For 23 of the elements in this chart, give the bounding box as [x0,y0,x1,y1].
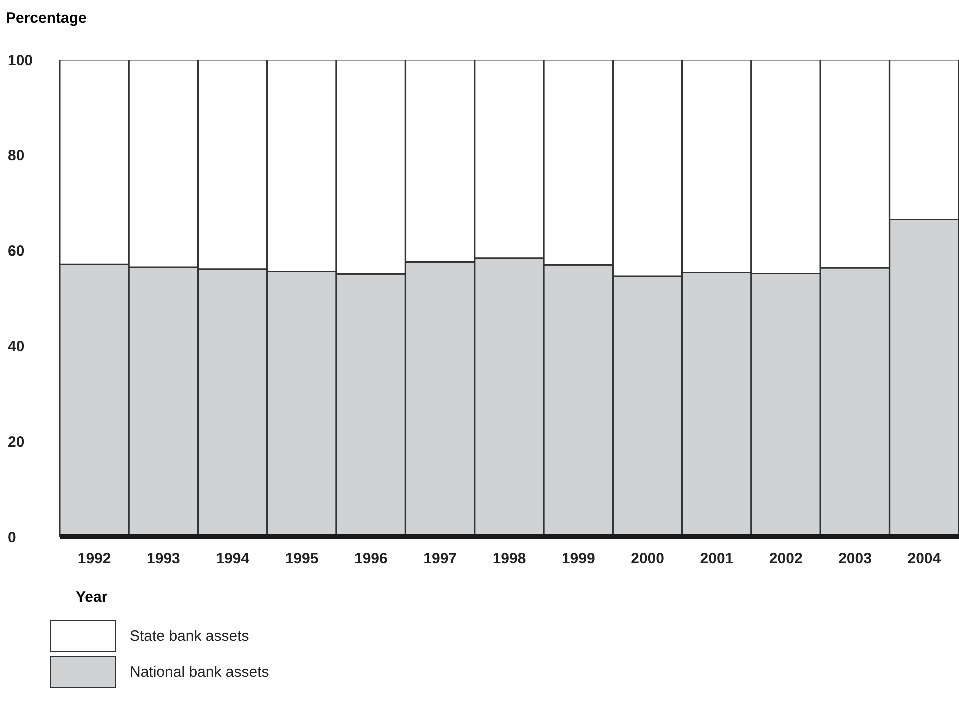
x-tick-label: 2004 [908,550,942,568]
x-tick-label: 2001 [700,550,734,568]
legend-label: State bank assets [130,628,250,644]
y-tick-label: 40 [8,338,25,356]
x-axis-title: Year [75,589,109,606]
x-tick-label: 1998 [492,550,526,568]
x-tick-label: 2000 [631,550,664,568]
y-tick-label: 20 [8,434,25,451]
x-tick-label: 1995 [285,550,319,568]
x-tick-label: 1996 [354,550,388,568]
y-tick-label: 80 [8,148,25,165]
y-tick-label: 60 [8,243,25,260]
x-tick-label: 1993 [147,550,180,568]
x-tick-label: 2002 [769,550,803,568]
x-tick-label: 1992 [78,550,112,568]
x-tick-label: 1997 [424,550,458,568]
legend-label: National bank assets [130,664,270,680]
y-axis-title: Percentage [5,9,88,29]
x-tick-label: 2003 [838,550,872,568]
y-tick-label: 100 [8,52,34,70]
y-tick-label: 0 [8,529,16,546]
x-tick-label: 1999 [562,550,596,568]
x-tick-label: 1994 [216,550,250,568]
